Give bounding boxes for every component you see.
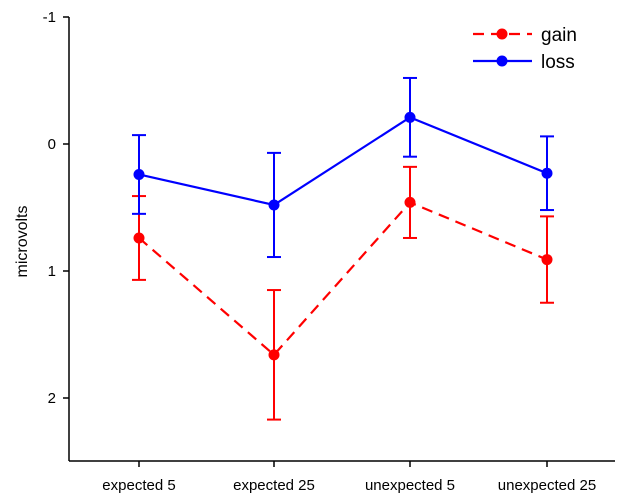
- y-tick-label: 2: [48, 390, 56, 407]
- legend-swatch-marker: [496, 28, 508, 40]
- series-line-gain: [138, 201, 548, 357]
- data-point-gain: [268, 349, 280, 361]
- x-tick-label: unexpected 5: [365, 477, 455, 494]
- legend-item-loss: loss: [473, 52, 575, 73]
- x-ticks: expected 5 expected 25 unexpected 5 unexpec…: [102, 461, 596, 494]
- y-axis-label: microvolts: [14, 205, 31, 277]
- data-point-gain: [541, 254, 553, 266]
- series-gain: [132, 165, 554, 421]
- legend-label: gain: [541, 25, 577, 46]
- data-point-loss: [541, 167, 553, 179]
- data-point-loss: [404, 111, 416, 123]
- legend-item-gain: gain: [473, 25, 577, 46]
- y-tick-label: 1: [48, 263, 56, 280]
- x-tick-label: unexpected 25: [498, 477, 596, 494]
- axes: [68, 17, 615, 462]
- y-tick-label: -1: [43, 9, 56, 26]
- series-loss: [132, 76, 554, 259]
- legend: gain loss: [473, 25, 577, 73]
- legend-label: loss: [541, 52, 575, 73]
- series-line-loss: [138, 116, 548, 207]
- data-point-loss: [268, 199, 280, 211]
- data-point-gain: [404, 196, 416, 208]
- x-tick-label: expected 25: [233, 477, 315, 494]
- plot-area: [132, 76, 554, 421]
- legend-swatch-marker: [496, 55, 508, 67]
- data-point-loss: [133, 168, 145, 180]
- y-tick-label: 0: [48, 136, 56, 153]
- x-tick-label: expected 5: [102, 477, 175, 494]
- data-point-gain: [133, 232, 145, 244]
- y-ticks: -1 0 1 2: [43, 9, 69, 407]
